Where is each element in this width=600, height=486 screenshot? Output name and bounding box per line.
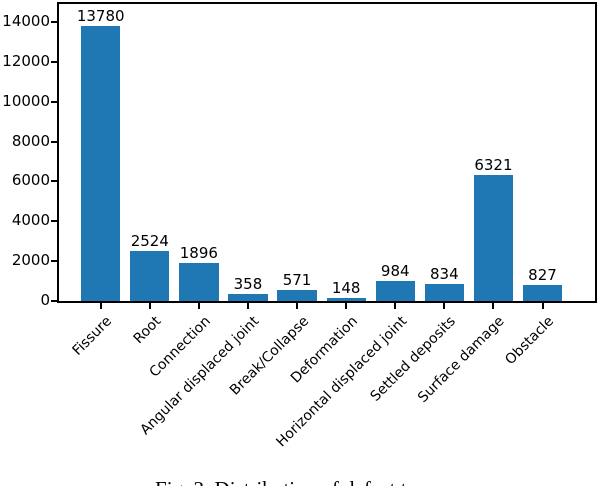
bar-9 (522, 284, 563, 301)
bar-2 (179, 263, 219, 301)
x-tick-mark (246, 303, 249, 309)
bar-value-label: 358 (233, 274, 263, 293)
x-tick-mark (197, 303, 200, 309)
x-tick-mark (99, 303, 102, 309)
y-tick-label: 0 (40, 291, 50, 309)
y-tick-label: 14000 (2, 11, 50, 30)
bar-value-label: 2524 (130, 231, 169, 250)
x-tick-label: Surface damage (415, 313, 509, 406)
x-tick-mark (296, 303, 299, 309)
y-tick-label: 12000 (2, 51, 50, 70)
y-tick-mark (51, 300, 57, 302)
x-tick-mark (443, 303, 446, 309)
figure-caption: Fig. 3. Distribution of defect types (0, 477, 600, 486)
bar-value-label: 827 (528, 265, 557, 284)
y-tick-label: 4000 (11, 211, 50, 230)
y-tick-label: 6000 (11, 171, 50, 190)
bar-3 (228, 293, 268, 301)
bar-value-label: 984 (380, 262, 410, 281)
y-tick-mark (51, 100, 57, 103)
y-tick-mark (51, 180, 57, 183)
bar-value-label: 6321 (474, 156, 513, 174)
bar-4 (277, 289, 317, 301)
bar-1 (130, 250, 170, 301)
bar-value-label: 148 (331, 279, 361, 298)
y-tick-label: 10000 (2, 91, 50, 110)
x-tick-mark (492, 303, 495, 309)
y-tick-mark (51, 60, 57, 63)
x-tick-label: Settled deposits (367, 313, 459, 405)
x-tick-label: Obstacle (502, 313, 558, 369)
bar-7 (424, 284, 464, 301)
y-tick-mark (51, 140, 57, 143)
x-tick-label: Root (130, 313, 165, 348)
x-tick-mark (394, 303, 397, 309)
bar-6 (375, 281, 415, 301)
x-tick-label: Fissure (69, 313, 116, 359)
x-tick-mark (345, 303, 348, 309)
y-tick-mark (51, 20, 57, 23)
bar-value-label: 1896 (179, 244, 218, 263)
bar-value-label: 834 (429, 265, 459, 284)
bar-value-label: 571 (282, 270, 312, 289)
x-tick-mark (148, 303, 151, 309)
y-tick-label: 8000 (11, 131, 50, 150)
y-tick-mark (51, 260, 57, 263)
y-tick-label: 2000 (11, 251, 50, 270)
bar-8 (473, 175, 514, 301)
y-tick-mark (51, 220, 57, 223)
bar-value-label: 13780 (76, 7, 125, 26)
bar-5 (326, 298, 366, 301)
x-tick-mark (541, 303, 544, 309)
bar-0 (81, 26, 121, 301)
